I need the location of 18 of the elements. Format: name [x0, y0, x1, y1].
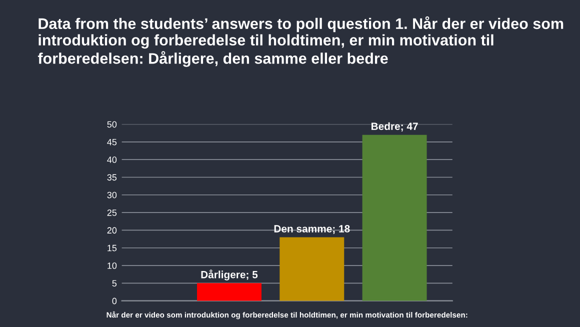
- data-label: Bedre; 47: [372, 122, 418, 132]
- data-label: Dårligere; 5: [201, 270, 258, 280]
- y-tick-label: 25: [107, 210, 117, 216]
- bar: [362, 134, 427, 301]
- y-tick-label: 40: [107, 156, 117, 163]
- y-tick-label: 20: [107, 227, 117, 234]
- bar: [197, 283, 262, 301]
- y-tick-label: 0: [112, 298, 117, 304]
- y-tick-label: 45: [107, 138, 117, 146]
- y-tick-label: 35: [107, 174, 117, 181]
- y-tick-label: 10: [108, 262, 117, 269]
- data-label: Den samme; 18: [274, 225, 350, 234]
- y-tick-label: 50: [107, 121, 117, 128]
- chart-title: Data from the students’ answers to poll question 1. Når der er video som introduktion og forberedelse til holdtimen, er min motivation til forberedelsen: Dårligere, den samme eller bedre: [38, 16, 564, 67]
- y-tick-label: 5: [112, 280, 117, 287]
- y-tick-label: 15: [108, 244, 117, 252]
- bar: [280, 237, 344, 301]
- y-tick-label: 30: [107, 192, 117, 198]
